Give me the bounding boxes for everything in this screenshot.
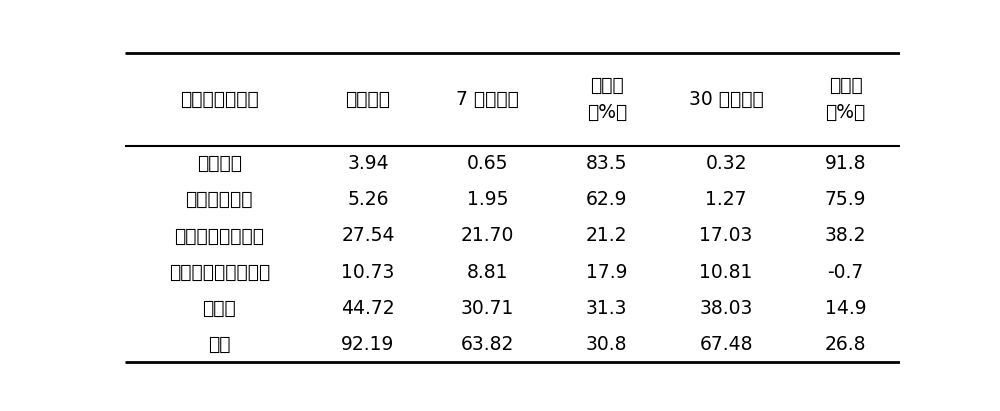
Text: 1.95: 1.95 bbox=[467, 190, 508, 209]
Text: 0.65: 0.65 bbox=[467, 154, 508, 173]
Text: 10.73: 10.73 bbox=[341, 263, 395, 282]
Text: 提取率
（%）: 提取率 （%） bbox=[587, 76, 627, 122]
Text: 7 日后浓度: 7 日后浓度 bbox=[456, 90, 519, 109]
Text: 92.19: 92.19 bbox=[341, 335, 395, 354]
Text: 铁锰氧化物结合态: 铁锰氧化物结合态 bbox=[174, 226, 264, 245]
Text: 碳酸盐结合态: 碳酸盐结合态 bbox=[186, 190, 253, 209]
Text: 14.9: 14.9 bbox=[825, 299, 866, 318]
Text: 21.70: 21.70 bbox=[461, 226, 514, 245]
Text: 44.72: 44.72 bbox=[341, 299, 395, 318]
Text: 83.5: 83.5 bbox=[586, 154, 628, 173]
Text: 合计: 合计 bbox=[208, 335, 231, 354]
Text: 91.8: 91.8 bbox=[825, 154, 866, 173]
Text: 17.9: 17.9 bbox=[586, 263, 628, 282]
Text: 27.54: 27.54 bbox=[341, 226, 395, 245]
Text: 可交换态: 可交换态 bbox=[197, 154, 242, 173]
Text: 17.03: 17.03 bbox=[699, 226, 753, 245]
Text: 38.2: 38.2 bbox=[825, 226, 866, 245]
Text: 30.71: 30.71 bbox=[461, 299, 514, 318]
Text: 提取率
（%）: 提取率 （%） bbox=[825, 76, 866, 122]
Text: 3.94: 3.94 bbox=[347, 154, 389, 173]
Text: 1.27: 1.27 bbox=[705, 190, 747, 209]
Text: 有机及硫化物结合态: 有机及硫化物结合态 bbox=[169, 263, 270, 282]
Text: 重金属结合形态: 重金属结合形态 bbox=[180, 90, 259, 109]
Text: 5.26: 5.26 bbox=[347, 190, 389, 209]
Text: 75.9: 75.9 bbox=[825, 190, 866, 209]
Text: 31.3: 31.3 bbox=[586, 299, 628, 318]
Text: 原始浓度: 原始浓度 bbox=[345, 90, 390, 109]
Text: 残渣态: 残渣态 bbox=[202, 299, 236, 318]
Text: 0.32: 0.32 bbox=[705, 154, 747, 173]
Text: 63.82: 63.82 bbox=[461, 335, 514, 354]
Text: 10.81: 10.81 bbox=[699, 263, 753, 282]
Text: 21.2: 21.2 bbox=[586, 226, 628, 245]
Text: 62.9: 62.9 bbox=[586, 190, 628, 209]
Text: 8.81: 8.81 bbox=[467, 263, 508, 282]
Text: 30.8: 30.8 bbox=[586, 335, 628, 354]
Text: 38.03: 38.03 bbox=[699, 299, 753, 318]
Text: 26.8: 26.8 bbox=[825, 335, 866, 354]
Text: 67.48: 67.48 bbox=[699, 335, 753, 354]
Text: 30 日后浓度: 30 日后浓度 bbox=[689, 90, 764, 109]
Text: -0.7: -0.7 bbox=[827, 263, 864, 282]
